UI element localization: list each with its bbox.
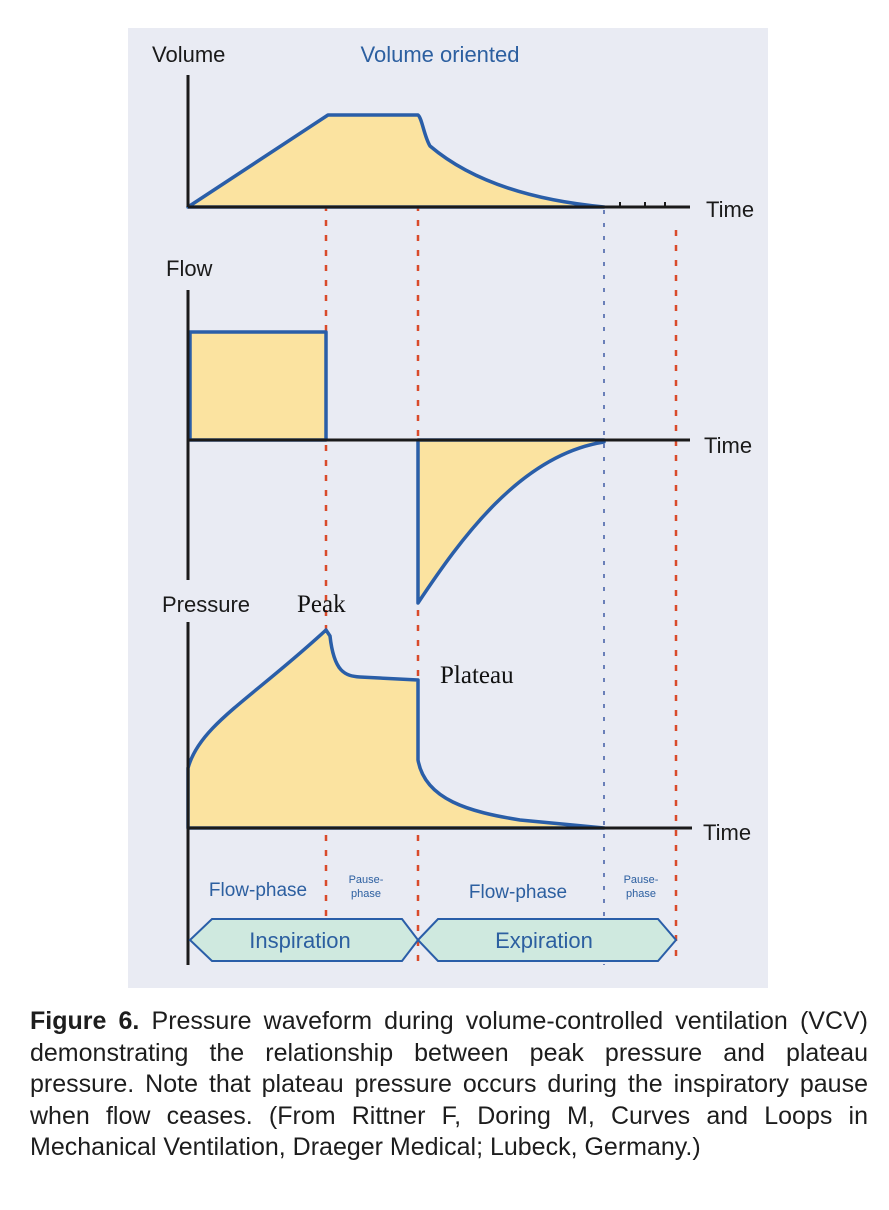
- expiratory-flow-curve: [416, 438, 606, 605]
- pressure-curve: [186, 628, 606, 830]
- figure-caption-label: Figure 6.: [30, 1007, 140, 1035]
- peak-label: Peak: [297, 591, 346, 618]
- volume-curve: [186, 113, 606, 209]
- volume-time-label: Time: [706, 197, 754, 222]
- pressure-time-label: Time: [703, 820, 751, 845]
- figure-caption: Figure 6. Pressure waveform during volum…: [30, 1006, 868, 1164]
- inspiratory-pause-phase-label-line2: phase: [351, 888, 381, 900]
- diagram-header: Volume oriented: [361, 42, 520, 67]
- expiration-banner: [416, 918, 678, 962]
- expiratory-pause-phase-label-line1: Pause-: [624, 874, 659, 886]
- figure-caption-text: Pressure waveform during volume-controll…: [30, 1007, 868, 1161]
- plateau-label: Plateau: [440, 662, 514, 689]
- inspiratory-flow-phase-label: Flow-phase: [209, 880, 307, 901]
- ventilation-waveform-diagram: Volume oriented Volume Time Flow Time Pr…: [152, 42, 754, 965]
- inspiratory-flow-curve: [188, 330, 328, 442]
- flow-time-label: Time: [704, 433, 752, 458]
- expiratory-pause-phase-label-line2: phase: [626, 888, 656, 900]
- inspiratory-pause-phase-label-line1: Pause-: [349, 874, 384, 886]
- inspiration-label: Inspiration: [249, 928, 351, 953]
- expiration-label: Expiration: [495, 928, 593, 953]
- flow-axis-label: Flow: [166, 256, 213, 281]
- expiratory-flow-phase-label: Flow-phase: [469, 882, 567, 903]
- pressure-axis-label: Pressure: [162, 592, 250, 617]
- volume-axis-ticks: [619, 202, 666, 207]
- volume-axis-label: Volume: [152, 42, 225, 67]
